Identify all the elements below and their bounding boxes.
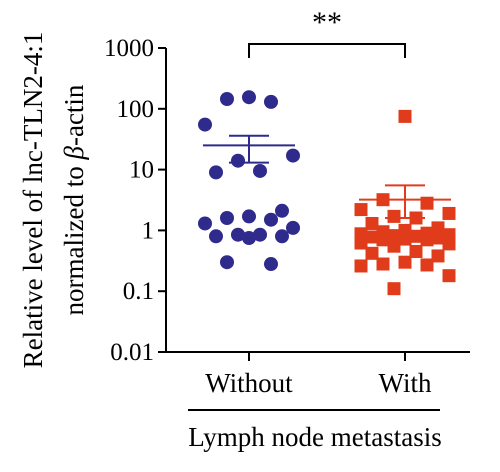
x-axis-label: Lymph node metastasis — [188, 422, 441, 452]
data-point — [442, 206, 456, 220]
y-tick-label: 10 — [129, 157, 154, 184]
data-point — [242, 90, 256, 105]
data-point — [431, 231, 445, 245]
data-point — [231, 227, 245, 242]
y-axis-label-beta: β — [59, 145, 89, 160]
y-tick-label: 0.1 — [123, 278, 154, 305]
data-point — [253, 163, 267, 178]
data-point — [264, 212, 278, 227]
x-tick-label: Without — [205, 368, 293, 398]
data-point — [420, 196, 434, 210]
data-point — [354, 259, 368, 273]
y-axis-label-line2: normalized to β-actin — [59, 84, 89, 315]
data-point — [387, 229, 401, 243]
data-point — [198, 216, 212, 231]
data-point — [242, 230, 256, 245]
data-point — [220, 210, 234, 225]
data-point — [286, 220, 300, 235]
data-point — [209, 165, 223, 180]
data-point — [387, 282, 401, 296]
data-point — [209, 229, 223, 244]
data-point — [409, 229, 423, 243]
data-point — [264, 257, 278, 272]
data-point — [198, 117, 212, 132]
data-point — [420, 258, 434, 272]
data-point — [264, 94, 278, 109]
data-point — [420, 233, 434, 247]
data-point — [398, 255, 412, 269]
y-axis-label-suffix: -actin — [59, 84, 89, 146]
data-point — [275, 203, 289, 218]
data-point — [242, 209, 256, 224]
data-point — [354, 203, 368, 217]
data-point — [398, 109, 412, 123]
y-tick-label: 1 — [142, 217, 155, 244]
stats-layer — [203, 134, 451, 219]
data-point — [253, 227, 267, 242]
y-tick-label: 100 — [117, 96, 155, 123]
data-point — [354, 236, 368, 250]
x-tick-label: With — [379, 368, 432, 398]
axis-layer: 0.01 0.1 1 10 100 1000 Without With — [104, 35, 470, 398]
data-point — [275, 229, 289, 244]
significance-label: ** — [312, 6, 342, 39]
data-point — [220, 255, 234, 270]
data-point — [220, 91, 234, 106]
points-layer — [198, 90, 456, 296]
data-point — [409, 244, 423, 258]
y-tick-label: 1000 — [104, 35, 154, 62]
data-point — [387, 239, 401, 253]
data-point — [286, 148, 300, 163]
y-tick-label: 0.01 — [110, 339, 154, 366]
y-axis-label-prefix: normalized to — [59, 159, 89, 315]
data-point — [231, 153, 245, 168]
significance-bracket — [248, 43, 406, 58]
data-point — [376, 233, 390, 247]
data-point — [442, 269, 456, 283]
data-point — [365, 246, 379, 260]
data-point — [442, 237, 456, 251]
data-point — [365, 216, 379, 230]
data-point — [431, 249, 445, 263]
data-point — [365, 230, 379, 244]
data-point — [398, 232, 412, 246]
data-point — [431, 221, 445, 235]
y-axis-label: Relative level of lnc-TLN2-4:1 — [18, 32, 48, 369]
data-point — [376, 257, 390, 271]
data-point — [387, 209, 401, 223]
